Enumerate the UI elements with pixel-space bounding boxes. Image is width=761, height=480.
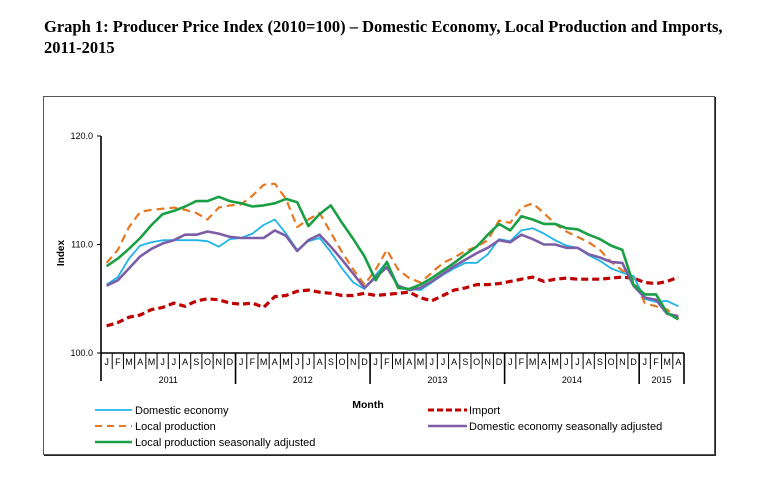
month-label: D [361, 357, 368, 367]
year-label: 2012 [293, 375, 313, 385]
month-label: A [675, 357, 681, 367]
series-line-import [106, 275, 679, 328]
month-label: S [193, 357, 199, 367]
month-label: J [295, 357, 300, 367]
month-label: M [529, 357, 537, 367]
month-label: M [282, 357, 290, 367]
month-label: N [619, 357, 626, 367]
month-label: J [104, 357, 109, 367]
legend-label-domestic-economy-sa: Domestic economy seasonally adjusted [469, 421, 662, 433]
month-label: O [204, 357, 211, 367]
y-tick-label: 110.0 [71, 240, 93, 250]
month-label: D [227, 357, 234, 367]
month-label: A [586, 357, 592, 367]
month-label: J [239, 357, 244, 367]
month-label: A [406, 357, 412, 367]
month-label: J [306, 357, 311, 367]
legend: Domestic economy Local production Local pr… [95, 405, 662, 449]
month-label: J [441, 357, 446, 367]
chart-frame [43, 96, 715, 455]
series-line-local-production [105, 182, 680, 320]
month-label: J [172, 357, 177, 367]
month-label: A [317, 357, 323, 367]
month-label: S [328, 357, 334, 367]
series-line-local-production-sa [105, 195, 680, 321]
month-label: J [575, 357, 580, 367]
month-label: J [508, 357, 513, 367]
year-label: 2014 [562, 375, 582, 385]
y-tick-label: 120.0 [70, 131, 93, 141]
legend-label-local-production-sa: Local production seasonally adjusted [135, 437, 315, 449]
month-label: O [339, 357, 346, 367]
month-label: M [663, 357, 671, 367]
y-tick-label: 100.0 [70, 348, 93, 358]
month-label: D [496, 357, 503, 367]
year-label: 2015 [652, 375, 672, 385]
month-label: O [608, 357, 615, 367]
year-label: 2013 [427, 375, 447, 385]
month-label: F [519, 357, 525, 367]
month-label: J [160, 357, 165, 367]
month-label: A [272, 357, 278, 367]
series-group [105, 182, 680, 328]
legend-label-local-production: Local production [135, 421, 216, 433]
y-axis-label: Index [56, 240, 67, 267]
page-title: Graph 1: Producer Price Index (2010=100)… [44, 17, 723, 57]
year-label: 2011 [159, 375, 178, 385]
month-label: A [137, 357, 143, 367]
month-label: N [350, 357, 357, 367]
month-label: S [597, 357, 603, 367]
month-label: M [394, 357, 402, 367]
x-axis-label: Month [352, 399, 384, 411]
month-label: A [182, 357, 188, 367]
month-label: F [653, 357, 659, 367]
month-label: M [417, 357, 425, 367]
month-label: O [473, 357, 480, 367]
month-label: D [630, 357, 637, 367]
month-label: M [125, 357, 133, 367]
month-label: J [643, 357, 648, 367]
month-label: M [260, 357, 268, 367]
month-label: J [373, 357, 378, 367]
month-label: M [551, 357, 559, 367]
month-label: N [215, 357, 222, 367]
legend-label-import: Import [469, 405, 500, 417]
month-label: A [541, 357, 547, 367]
month-label: J [564, 357, 569, 367]
month-label: J [429, 357, 434, 367]
month-label: F [250, 357, 256, 367]
month-label: M [148, 357, 156, 367]
legend-label-domestic-economy: Domestic economy [135, 405, 229, 417]
month-label: N [485, 357, 492, 367]
month-label: F [115, 357, 121, 367]
month-label: A [451, 357, 457, 367]
month-label: S [462, 357, 468, 367]
month-label: F [384, 357, 390, 367]
